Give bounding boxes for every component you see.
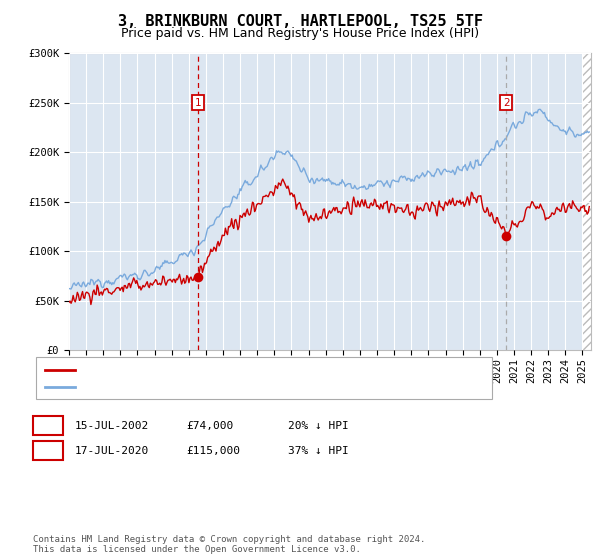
Text: £115,000: £115,000	[186, 446, 240, 456]
Text: Contains HM Land Registry data © Crown copyright and database right 2024.
This d: Contains HM Land Registry data © Crown c…	[33, 535, 425, 554]
Text: 1: 1	[195, 97, 202, 108]
Bar	[583, 43, 593, 350]
Text: Price paid vs. HM Land Registry's House Price Index (HPI): Price paid vs. HM Land Registry's House …	[121, 27, 479, 40]
Text: HPI: Average price, detached house, Hartlepool: HPI: Average price, detached house, Hart…	[81, 382, 368, 392]
Text: 20% ↓ HPI: 20% ↓ HPI	[288, 421, 349, 431]
Text: 17-JUL-2020: 17-JUL-2020	[75, 446, 149, 456]
Text: 1: 1	[44, 419, 52, 432]
Text: 15-JUL-2002: 15-JUL-2002	[75, 421, 149, 431]
Text: 2: 2	[44, 444, 52, 458]
Text: 2: 2	[503, 97, 509, 108]
Text: 37% ↓ HPI: 37% ↓ HPI	[288, 446, 349, 456]
Text: £74,000: £74,000	[186, 421, 233, 431]
Text: 3, BRINKBURN COURT, HARTLEPOOL, TS25 5TF: 3, BRINKBURN COURT, HARTLEPOOL, TS25 5TF	[118, 14, 482, 29]
Text: 3, BRINKBURN COURT, HARTLEPOOL, TS25 5TF (detached house): 3, BRINKBURN COURT, HARTLEPOOL, TS25 5TF…	[81, 365, 437, 375]
